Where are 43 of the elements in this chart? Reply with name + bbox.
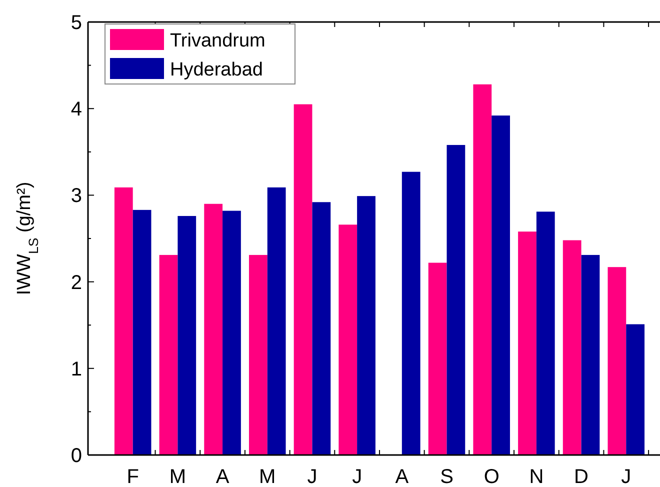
bar: [446, 144, 466, 455]
y-tick-label: 5: [70, 12, 82, 34]
y-tick-label: 2: [70, 272, 82, 294]
x-tick-label: N: [529, 466, 544, 487]
bar: [492, 116, 510, 455]
legend-label: Hyderabad: [170, 60, 263, 81]
legend-label: Trivandrum: [170, 30, 266, 52]
y-tick-label: 3: [70, 185, 82, 208]
bar: [473, 84, 492, 455]
bar: [562, 240, 582, 455]
bar: [428, 262, 447, 455]
bar: [132, 210, 152, 455]
x-tick-label: S: [440, 466, 454, 487]
x-tick-label: J: [307, 466, 318, 487]
bar: [608, 267, 626, 455]
bar: [248, 254, 268, 455]
bar: [294, 104, 312, 455]
y-tick-label: 1: [70, 358, 82, 380]
bar: [338, 224, 358, 455]
bar: [267, 187, 286, 455]
x-tick-label: O: [484, 466, 500, 487]
x-tick-label: A: [216, 466, 230, 487]
bar: [626, 324, 645, 455]
bar: [159, 254, 178, 455]
bar: [312, 202, 331, 455]
x-tick-label: A: [395, 466, 410, 487]
bar: [402, 172, 420, 455]
bar: [222, 210, 241, 455]
bar: [178, 216, 196, 455]
bar: [114, 187, 133, 455]
bar: [204, 204, 223, 455]
bar: [581, 254, 600, 455]
y-tick-label: 0: [70, 445, 82, 467]
x-tick-label: D: [574, 466, 589, 487]
x-tick-label: F: [126, 466, 139, 487]
x-tick-label: J: [352, 466, 362, 487]
bar: [518, 232, 536, 455]
bar: [357, 196, 376, 455]
x-tick-label: J: [621, 466, 632, 487]
x-tick-label: M: [169, 466, 186, 487]
y-tick-label: 4: [70, 98, 82, 121]
x-tick-label: M: [259, 466, 276, 487]
bar: [536, 212, 555, 455]
